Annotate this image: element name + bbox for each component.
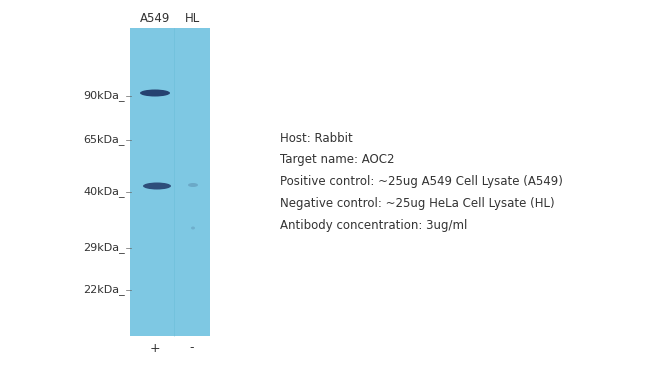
Bar [130, 28, 210, 336]
Text: 22kDa_: 22kDa_ [83, 284, 125, 295]
Text: +: + [150, 341, 161, 355]
Text: Positive control: ~25ug A549 Cell Lysate (A549): Positive control: ~25ug A549 Cell Lysate… [280, 176, 563, 188]
Text: HL: HL [185, 11, 200, 25]
Ellipse shape [191, 227, 195, 229]
Ellipse shape [143, 183, 171, 190]
Text: 65kDa_: 65kDa_ [83, 135, 125, 145]
Text: -: - [190, 341, 194, 355]
Ellipse shape [188, 183, 198, 187]
Text: Negative control: ~25ug HeLa Cell Lysate (HL): Negative control: ~25ug HeLa Cell Lysate… [280, 198, 554, 210]
Text: Host: Rabbit: Host: Rabbit [280, 131, 353, 145]
Text: A549: A549 [140, 11, 170, 25]
Ellipse shape [140, 90, 170, 97]
Text: Target name: AOC2: Target name: AOC2 [280, 153, 395, 167]
Text: Antibody concentration: 3ug/ml: Antibody concentration: 3ug/ml [280, 220, 467, 232]
Text: 29kDa_: 29kDa_ [83, 243, 125, 253]
Text: 40kDa_: 40kDa_ [83, 187, 125, 197]
Text: 90kDa_: 90kDa_ [83, 90, 125, 101]
